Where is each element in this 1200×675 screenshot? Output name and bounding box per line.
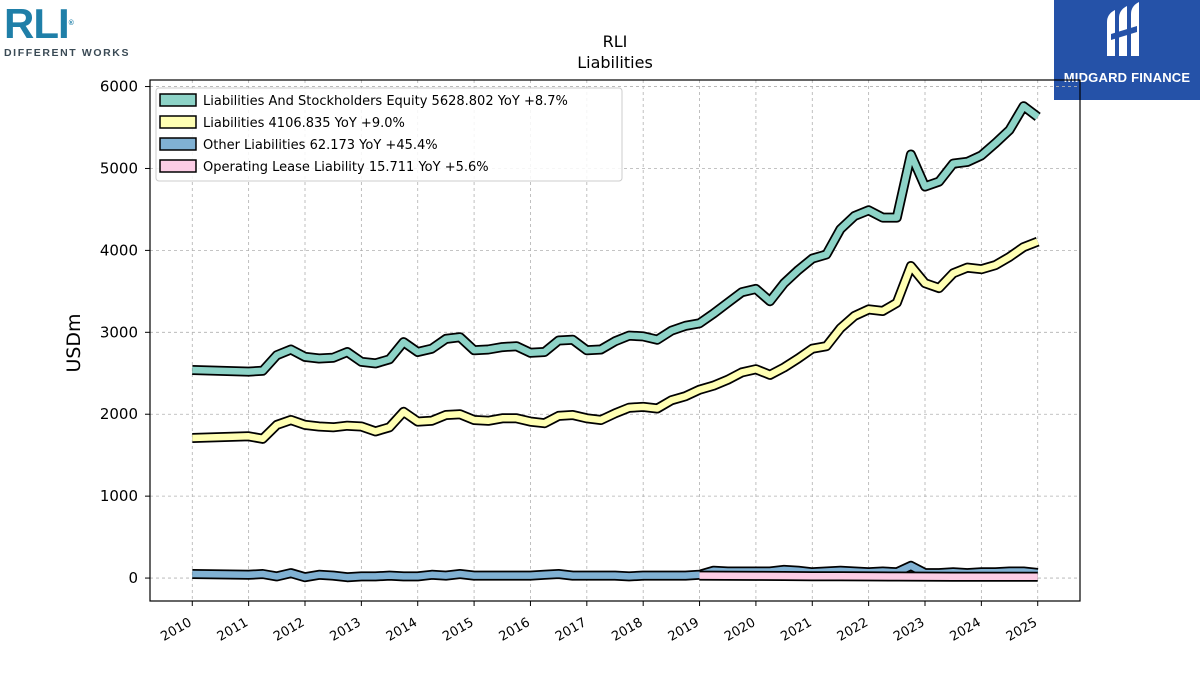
x-tick-label: 2018 bbox=[609, 615, 645, 645]
y-tick-label: 6000 bbox=[100, 78, 138, 96]
legend-swatch bbox=[159, 137, 197, 151]
midgard-finance-name: MIDGARD FINANCE bbox=[1063, 70, 1191, 85]
registered-mark: ® bbox=[68, 20, 74, 27]
x-tick-label: 2023 bbox=[891, 615, 927, 645]
x-tick-label: 2017 bbox=[553, 615, 589, 645]
legend-label: Operating Lease Liability 15.711 YoY +5.… bbox=[203, 160, 489, 175]
y-tick-label: 5000 bbox=[100, 159, 138, 177]
rli-logo-tagline: DIFFERENT WORKS bbox=[4, 47, 131, 59]
x-tick-label: 2020 bbox=[722, 615, 758, 645]
legend-label: Liabilities And Stockholders Equity 5628… bbox=[203, 94, 568, 109]
rli-logo-mark: RLI® bbox=[4, 3, 144, 45]
y-tick-label: 1000 bbox=[100, 487, 138, 505]
y-tick-label: 4000 bbox=[100, 241, 138, 259]
legend-label: Liabilities 4106.835 YoY +9.0% bbox=[203, 116, 405, 131]
x-tick-label: 2021 bbox=[778, 615, 814, 645]
rli-logo: RLI® DIFFERENT WORKS bbox=[4, 3, 144, 64]
legend-swatch bbox=[159, 159, 197, 173]
chart-title: RLI bbox=[603, 32, 628, 51]
midgard-finance-logo: MIDGARD FINANCE bbox=[1054, 0, 1200, 100]
x-tick-label: 2015 bbox=[440, 615, 476, 645]
legend-swatch bbox=[159, 115, 197, 129]
rli-logo-text: RLI bbox=[4, 0, 70, 47]
chart-subtitle: Liabilities bbox=[577, 53, 653, 72]
x-tick-label: 2016 bbox=[497, 615, 533, 645]
legend: Liabilities And Stockholders Equity 5628… bbox=[155, 87, 623, 182]
x-tick-label: 2012 bbox=[271, 615, 307, 645]
legend-label: Other Liabilities 62.173 YoY +45.4% bbox=[203, 138, 438, 153]
x-tick-label: 2013 bbox=[328, 615, 364, 645]
series-line-2 bbox=[192, 562, 1039, 581]
y-tick-label: 2000 bbox=[100, 405, 138, 423]
midgard-emblem-icon bbox=[1107, 2, 1139, 56]
series-line-0 bbox=[192, 102, 1040, 375]
x-tick-label: 2010 bbox=[158, 615, 194, 645]
x-tick-label: 2019 bbox=[666, 615, 702, 645]
x-tick-label: 2024 bbox=[948, 615, 984, 645]
x-tick-label: 2014 bbox=[384, 615, 420, 645]
x-tick-label: 2011 bbox=[215, 615, 251, 645]
series-lines bbox=[192, 101, 1041, 583]
series-line-3 bbox=[699, 572, 1038, 581]
series-line-1 bbox=[192, 238, 1039, 443]
y-tick-label: 3000 bbox=[100, 323, 138, 341]
y-tick-label: 0 bbox=[128, 569, 138, 587]
x-tick-label: 2025 bbox=[1004, 615, 1040, 645]
x-tick-label: 2022 bbox=[835, 615, 871, 645]
legend-box bbox=[155, 87, 623, 182]
plot-frame bbox=[149, 79, 1081, 602]
y-axis-label: USDm bbox=[63, 313, 85, 372]
legend-swatch bbox=[159, 93, 197, 107]
